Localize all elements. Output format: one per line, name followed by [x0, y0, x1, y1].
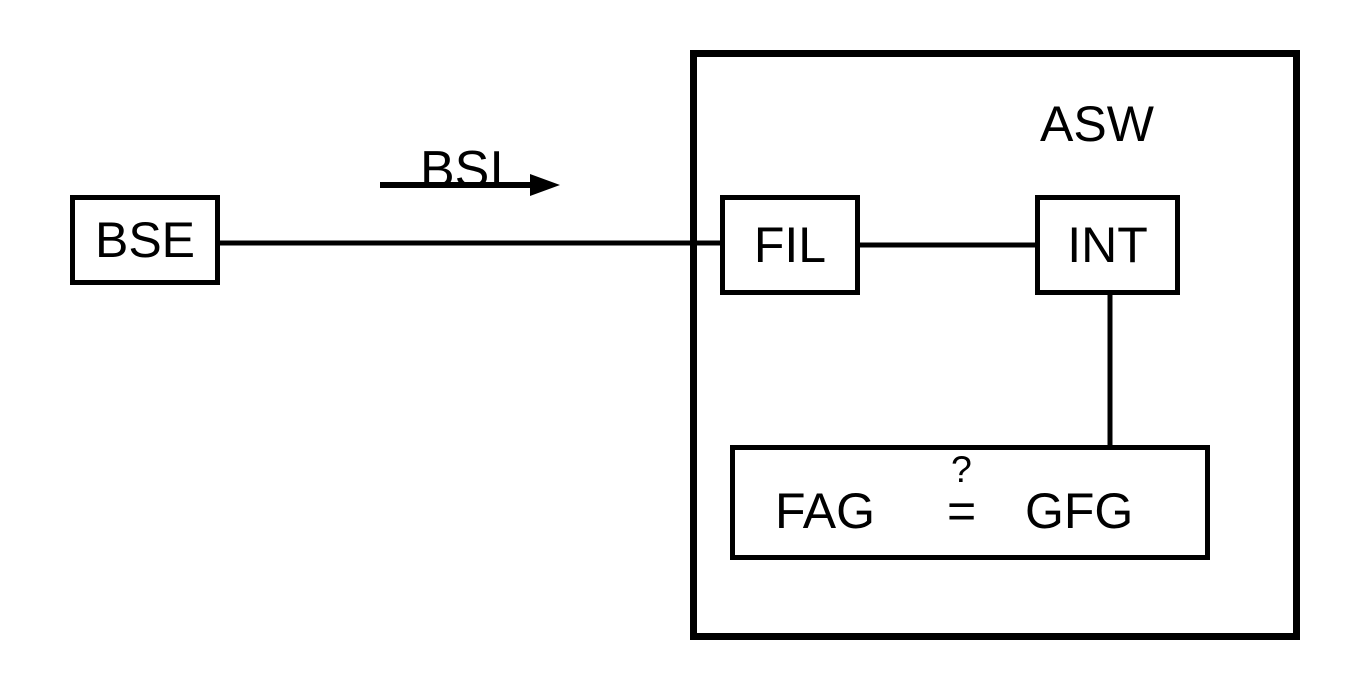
compare-box: FAG = ? GFG — [730, 445, 1210, 560]
asw-label: ASW — [1040, 95, 1154, 153]
diagram-canvas: ASW BSE FIL INT FAG = ? GFG BSI — [0, 0, 1347, 693]
fil-box: FIL — [720, 195, 860, 295]
bsi-arrow-label: BSI — [420, 140, 504, 200]
bse-box: BSE — [70, 195, 220, 285]
compare-question: ? — [951, 448, 972, 491]
bse-label: BSE — [95, 211, 195, 269]
compare-right-text: GFG — [1025, 482, 1133, 540]
compare-left-text: FAG — [775, 482, 875, 540]
int-label: INT — [1067, 216, 1148, 274]
fil-label: FIL — [754, 216, 826, 274]
int-box: INT — [1035, 195, 1180, 295]
